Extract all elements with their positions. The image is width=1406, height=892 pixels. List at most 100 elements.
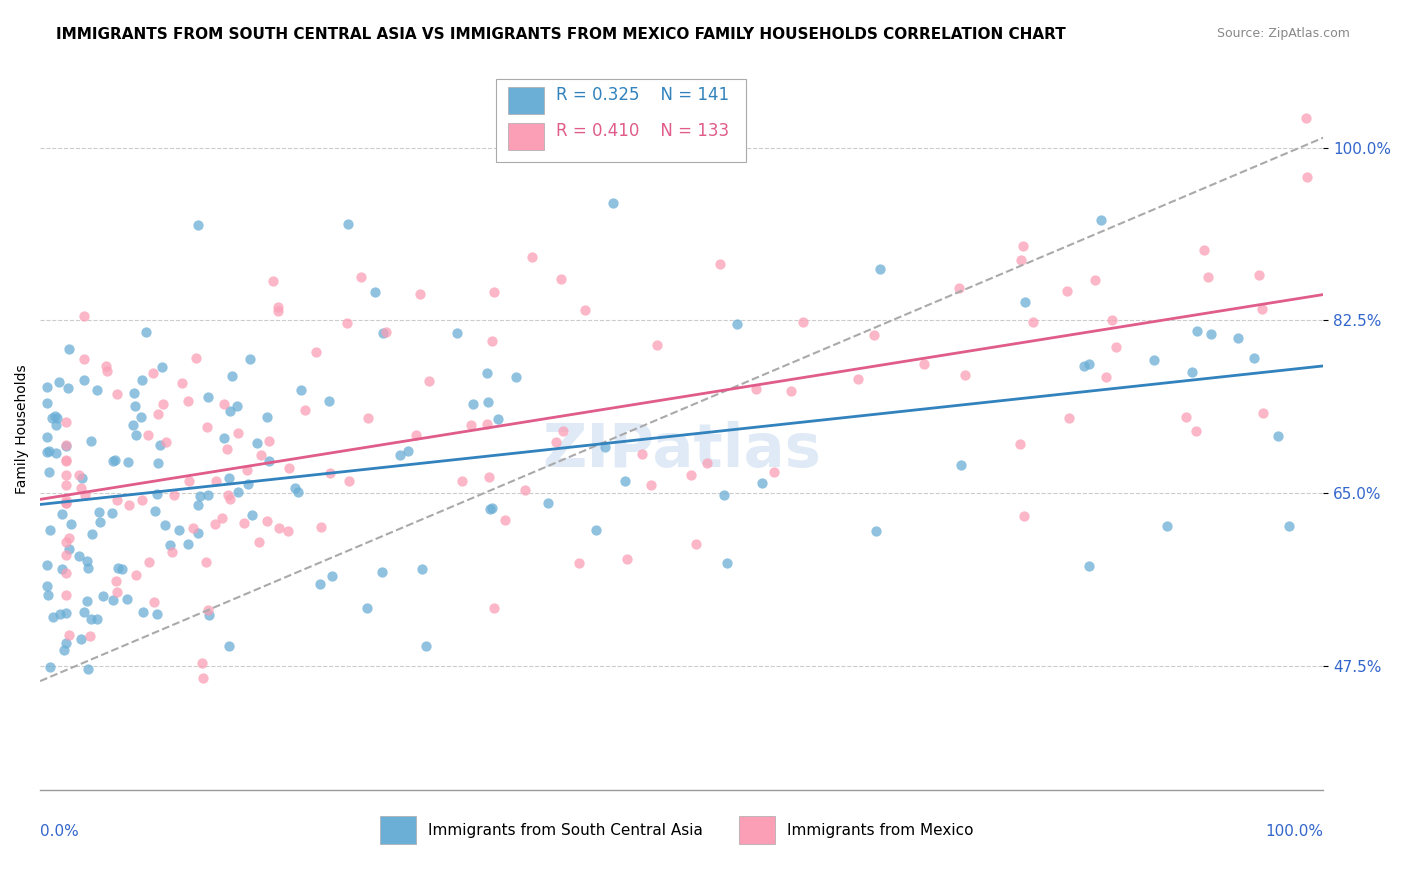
Point [1185,424,1208,438]
Point [42,610,65,624]
Point [446,326,468,341]
Point [1142,353,1164,368]
Point [177,394,200,409]
Point [107,492,129,507]
Point [100,506,122,520]
Point [87,505,110,519]
Point [67,467,90,482]
Point [568,556,591,570]
Point [218,640,240,654]
Point [266,301,288,315]
Point [48,607,70,622]
Point [1077,559,1099,574]
Point [51,562,73,576]
Point [505,369,527,384]
Point [259,454,281,468]
Point [146,487,169,501]
Point [250,448,273,462]
Point [105,584,128,599]
Point [136,427,159,442]
Point [55,416,77,430]
Text: Immigrants from South Central Asia: Immigrants from South Central Asia [427,822,703,838]
Point [35,579,58,593]
Point [593,440,616,454]
Point [143,504,166,518]
Point [1095,370,1118,384]
Point [309,577,332,591]
FancyBboxPatch shape [509,87,544,114]
Point [696,456,718,470]
Point [477,470,499,484]
Point [55,496,77,510]
Point [1251,301,1274,316]
Point [146,456,169,470]
Point [53,643,76,657]
Point [58,342,80,356]
Point [645,338,668,352]
Point [267,521,290,535]
Point [239,351,262,366]
Point [709,257,731,271]
Point [602,196,624,211]
Point [1295,111,1317,125]
Point [574,303,596,318]
Point [55,454,77,468]
Point [204,475,226,489]
Point [38,465,60,479]
Point [79,629,101,643]
Point [409,286,432,301]
Point [101,454,124,468]
Point [350,270,373,285]
Point [48,375,70,389]
Point [415,640,437,654]
Point [1247,268,1270,282]
Point [177,537,200,551]
Point [75,488,97,502]
Point [111,562,134,576]
Point [45,446,67,460]
Point [450,474,472,488]
Point [73,351,96,366]
Point [219,492,242,507]
Point [779,384,801,398]
Point [55,496,77,510]
Point [1278,519,1301,533]
Point [195,555,218,569]
Text: 100.0%: 100.0% [1265,824,1323,839]
Point [1090,213,1112,227]
Point [58,531,80,545]
Point [72,471,94,485]
Point [177,474,200,488]
Point [1197,270,1219,285]
Point [169,523,191,537]
Point [91,590,114,604]
Point [124,385,146,400]
Y-axis label: Family Households: Family Households [15,364,30,494]
Point [212,431,235,445]
Point [336,317,359,331]
Point [257,434,280,448]
Point [1073,359,1095,374]
Point [152,397,174,411]
Point [405,427,427,442]
Point [45,411,67,425]
Text: ZIPatlas: ZIPatlas [543,421,821,480]
Point [104,574,127,589]
Point [193,671,215,685]
Point [86,612,108,626]
Point [616,552,638,566]
Point [585,523,607,537]
Point [138,555,160,569]
Point [77,662,100,676]
Point [35,430,58,444]
Point [226,425,249,440]
Point [494,513,516,527]
Point [631,446,654,460]
Point [950,458,973,472]
Point [135,325,157,339]
Point [1226,331,1249,345]
Point [513,483,536,497]
FancyBboxPatch shape [380,816,416,844]
Point [219,404,242,418]
Point [418,375,440,389]
